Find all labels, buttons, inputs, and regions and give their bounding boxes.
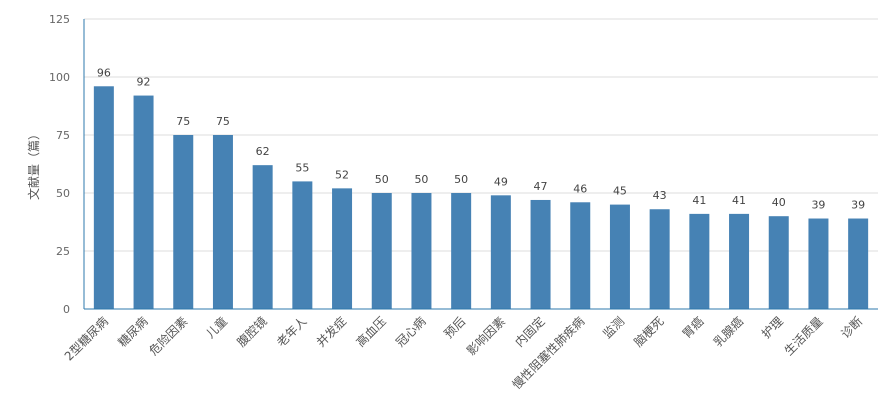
data-label: 43 — [653, 189, 667, 202]
category-label: 内固定 — [512, 314, 548, 350]
category-label: 儿童 — [202, 314, 230, 342]
data-label: 50 — [375, 173, 389, 186]
category-label: 预后 — [441, 314, 468, 341]
y-tick-label: 50 — [56, 187, 70, 200]
bar — [570, 202, 591, 309]
data-label: 49 — [494, 175, 508, 188]
category-label: 冠心病 — [392, 314, 428, 350]
category-label: 护理 — [759, 314, 786, 341]
bar — [451, 193, 472, 309]
bar — [411, 193, 432, 309]
bar — [848, 218, 869, 309]
gridlines — [84, 18, 878, 252]
bar — [173, 135, 194, 309]
bar — [689, 213, 710, 309]
category-label: 糖尿病 — [115, 314, 151, 350]
bar — [530, 199, 551, 309]
category-label: 生活质量 — [782, 314, 826, 358]
bar — [729, 213, 750, 309]
category-label: 诊断 — [838, 314, 866, 342]
data-label: 41 — [732, 194, 746, 207]
data-label: 46 — [573, 182, 587, 195]
data-label: 75 — [176, 115, 190, 128]
y-tick-label: 125 — [49, 13, 70, 26]
y-tick-label: 0 — [63, 303, 70, 316]
category-label: 并发症 — [313, 314, 349, 350]
category-label: 监测 — [600, 314, 627, 341]
bar — [609, 204, 630, 309]
data-label: 39 — [811, 199, 825, 212]
bar — [133, 95, 154, 309]
data-label: 45 — [613, 185, 627, 198]
bar — [649, 209, 670, 309]
bar — [332, 188, 353, 309]
data-label: 40 — [772, 196, 786, 209]
y-tick-label: 100 — [49, 71, 70, 84]
data-label: 41 — [692, 194, 706, 207]
data-label: 75 — [216, 115, 230, 128]
bar — [768, 216, 789, 309]
data-label: 55 — [295, 161, 309, 174]
y-axis-ticks: 0 25 50 75 100 125 — [49, 13, 70, 316]
category-label: 慢性阻塞性肺疾病 — [509, 314, 587, 392]
data-label: 47 — [534, 180, 548, 193]
y-tick-label: 25 — [56, 245, 70, 258]
category-label: 脑梗死 — [631, 314, 667, 350]
data-label: 50 — [454, 173, 468, 186]
category-label: 腹腔镜 — [234, 314, 270, 350]
bar — [371, 193, 392, 309]
data-label: 50 — [414, 173, 428, 186]
category-label: 老年人 — [274, 314, 309, 349]
data-label: 52 — [335, 168, 349, 181]
bars — [93, 86, 869, 309]
data-label: 92 — [137, 76, 151, 89]
data-label: 62 — [256, 145, 270, 158]
category-label: 乳腺癌 — [710, 314, 746, 350]
category-label: 影响因素 — [463, 314, 508, 359]
data-label: 96 — [97, 66, 111, 79]
bar — [808, 218, 829, 309]
category-label: 高血压 — [353, 314, 389, 350]
bar — [490, 195, 511, 309]
data-labels: 96 92 75 75 62 55 52 50 50 50 49 47 46 45 43 41 41 40 39 39 — [97, 66, 865, 211]
category-label: 危险因素 — [146, 314, 191, 359]
category-label: 2型糖尿病 — [61, 314, 111, 364]
bar — [292, 181, 313, 309]
bar — [93, 86, 114, 309]
y-axis-title: 文献量（篇） — [26, 128, 41, 200]
bar — [252, 165, 273, 309]
category-label: 胃癌 — [679, 314, 707, 342]
y-tick-label: 75 — [56, 129, 70, 142]
data-label: 39 — [851, 199, 865, 212]
bar — [212, 135, 233, 309]
